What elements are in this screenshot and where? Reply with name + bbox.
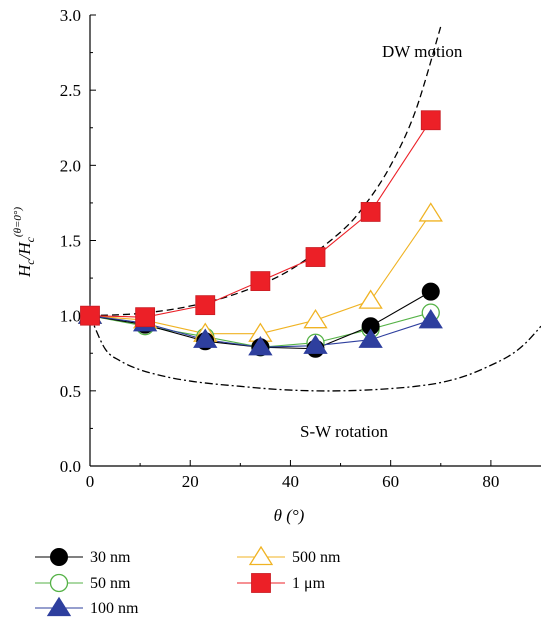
y-tick-label: 2.5 xyxy=(60,81,81,100)
y-title-sup: (θ=0°) xyxy=(12,207,24,237)
legend-marker xyxy=(251,573,271,593)
x-tick-label: 0 xyxy=(86,472,95,491)
x-tick-label: 60 xyxy=(382,472,399,491)
sw-rotation-curve xyxy=(90,315,541,392)
legend-label: 500 nm xyxy=(292,549,341,566)
y-title-sub2: c xyxy=(23,236,37,242)
x-axis-title: θ (°) xyxy=(274,506,305,525)
x-tick-label: 80 xyxy=(482,472,499,491)
y-title-main: H xyxy=(15,263,34,278)
legend-label: 1 μm xyxy=(292,575,326,592)
svg-text:Hc/Hc(θ=0°): Hc/Hc(θ=0°) xyxy=(12,207,37,278)
series-marker xyxy=(303,308,328,329)
series-marker xyxy=(80,305,100,326)
series-marker xyxy=(418,202,443,222)
y-tick-label: 0.0 xyxy=(60,457,81,476)
series-marker xyxy=(250,271,271,291)
y-tick-label: 3.0 xyxy=(60,6,81,25)
series-marker xyxy=(421,282,440,301)
legend-marker xyxy=(248,545,274,566)
legend-marker xyxy=(49,573,69,593)
y-tick-label: 0.5 xyxy=(60,382,81,401)
legend-item: 50 nm xyxy=(35,573,131,593)
legend-label: 30 nm xyxy=(90,549,131,566)
series-marker xyxy=(358,328,383,348)
y-tick-label: 1.5 xyxy=(60,232,81,251)
legend: 30 nm 50 nm 100 nm 500 nm 1 μm xyxy=(35,545,341,617)
legend-label: 50 nm xyxy=(90,575,131,592)
annotation-dw-motion: DW motion xyxy=(382,42,463,61)
legend-marker xyxy=(50,548,68,566)
y-title-sub1: c xyxy=(23,259,37,265)
series-marker xyxy=(360,202,381,222)
legend-marker xyxy=(46,596,72,617)
series-marker xyxy=(420,110,441,131)
series-marker xyxy=(418,308,443,329)
series-marker xyxy=(358,289,383,309)
dw-motion-curve xyxy=(90,26,442,317)
legend-item: 30 nm xyxy=(35,548,131,566)
legend-item: 500 nm xyxy=(237,545,341,566)
x-tick-label: 40 xyxy=(282,472,299,491)
plot-area: 0 20 40 60 80 0.0 0.5 1.0 1.5 2.0 2.5 3.0 xyxy=(60,6,541,491)
y-axis-title: Hc/Hc(θ=0°) xyxy=(12,207,37,278)
series-marker xyxy=(193,328,218,348)
series-marker xyxy=(248,336,273,356)
annotation-sw-rotation: S-W rotation xyxy=(300,422,388,441)
series-marker xyxy=(305,247,326,267)
x-tick-label: 20 xyxy=(182,472,199,491)
legend-label: 100 nm xyxy=(90,600,139,617)
series-marker xyxy=(195,295,216,316)
series-marker xyxy=(303,334,328,354)
series-marker xyxy=(135,307,156,328)
y-tick-label: 2.0 xyxy=(60,156,81,175)
y-tick-label: 1.0 xyxy=(60,307,81,326)
legend-item: 100 nm xyxy=(35,596,139,617)
y-title-sep: /H xyxy=(15,241,34,261)
legend-item: 1 μm xyxy=(237,573,326,593)
